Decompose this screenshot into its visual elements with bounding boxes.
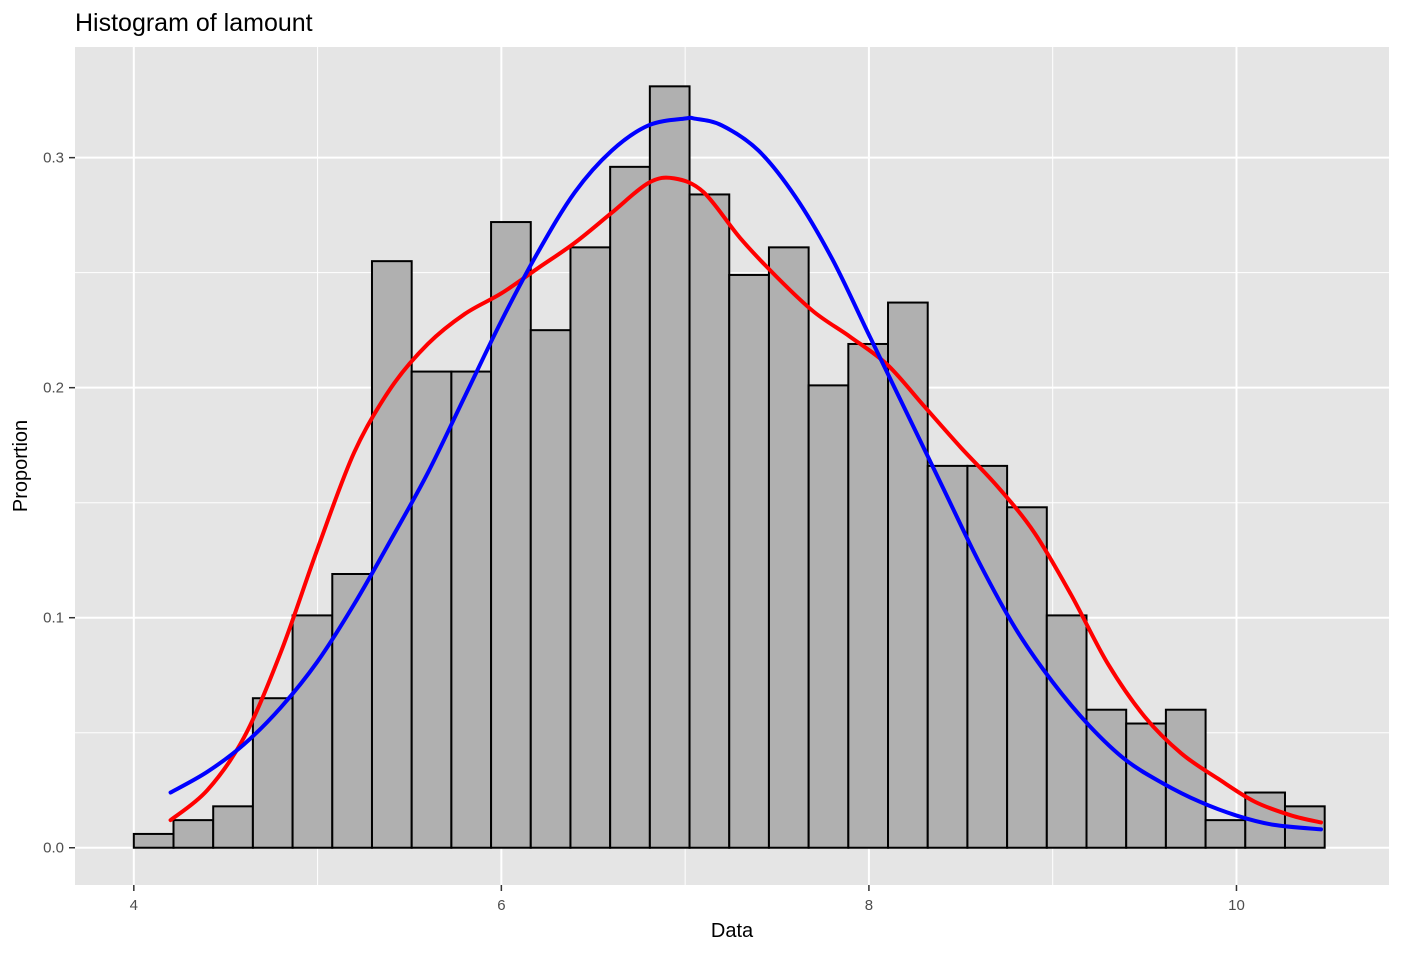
y-tick-label: 0.2 bbox=[43, 380, 64, 397]
histogram-bar bbox=[212, 805, 254, 849]
histogram-bar bbox=[529, 329, 572, 849]
histogram-bar bbox=[172, 819, 215, 849]
histogram-bar bbox=[291, 614, 334, 849]
density-curves bbox=[168, 115, 1323, 832]
histogram-bars bbox=[132, 85, 1326, 849]
histogram-bar bbox=[1125, 722, 1167, 849]
x-tick-label: 10 bbox=[1228, 897, 1245, 914]
histogram-bar bbox=[251, 697, 294, 849]
histogram-bar bbox=[490, 221, 532, 849]
y-tick-label: 0.1 bbox=[43, 610, 64, 627]
axis-ticks: 4 6 8 10 0.0 0.1 0.2 0.3 bbox=[43, 150, 1245, 914]
histogram-bar bbox=[569, 246, 612, 849]
x-tick-label: 6 bbox=[497, 897, 505, 914]
histogram-bar bbox=[688, 193, 731, 849]
histogram-bar bbox=[450, 370, 493, 849]
histogram-bar bbox=[966, 464, 1009, 849]
blue-density-curve bbox=[168, 115, 1323, 832]
histogram-bar bbox=[370, 260, 413, 849]
x-tick-label: 4 bbox=[130, 897, 138, 914]
histogram-bar bbox=[728, 273, 770, 849]
histogram-bar bbox=[609, 165, 651, 849]
red-density-curve bbox=[168, 175, 1323, 825]
histogram-bar bbox=[807, 384, 850, 849]
histogram-bar bbox=[132, 832, 175, 849]
y-tick-label: 0.3 bbox=[43, 150, 64, 167]
histogram-bar bbox=[648, 85, 691, 849]
histogram-bar bbox=[1006, 506, 1048, 849]
x-tick-label: 8 bbox=[865, 897, 873, 914]
histogram-bar bbox=[1204, 819, 1247, 849]
y-tick-label: 0.0 bbox=[43, 840, 64, 857]
histogram-bar bbox=[847, 342, 890, 849]
histogram-bar bbox=[767, 246, 810, 849]
chart-title: Histogram of lamount bbox=[75, 9, 313, 37]
histogram-bar bbox=[410, 370, 453, 849]
x-axis-title: Data bbox=[711, 920, 754, 942]
histogram-bar bbox=[1164, 708, 1207, 849]
histogram-bar bbox=[331, 572, 373, 849]
histogram-bar bbox=[1045, 614, 1088, 849]
y-axis-title: Proportion bbox=[10, 420, 32, 512]
histogram-bar bbox=[1085, 708, 1128, 849]
